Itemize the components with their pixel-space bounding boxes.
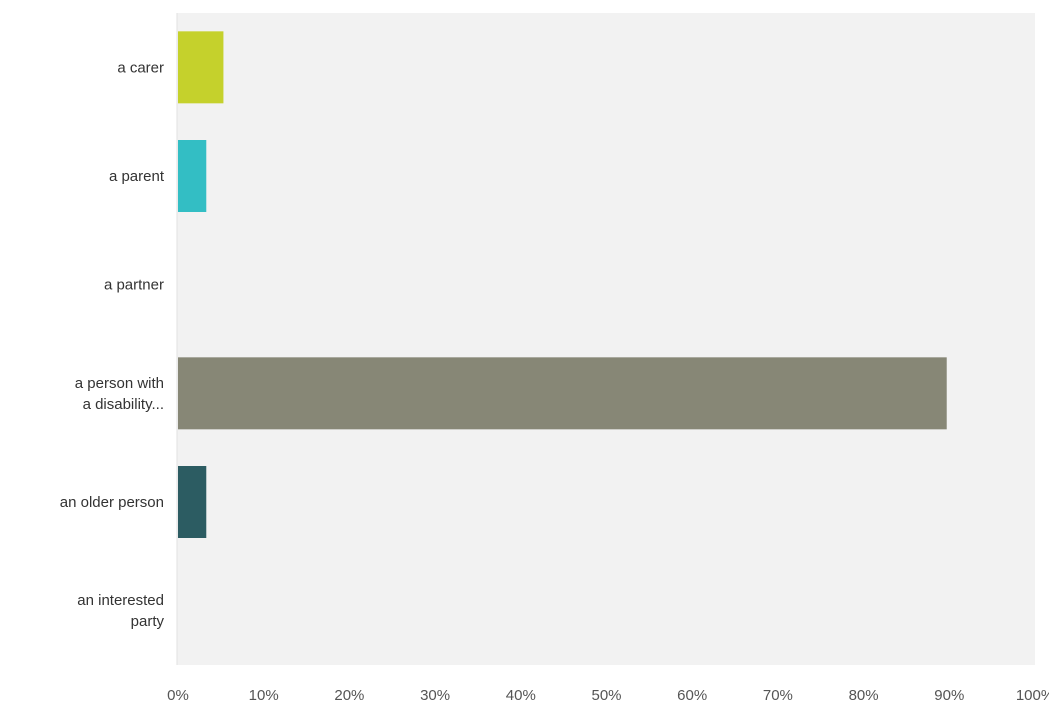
bar-5 — [178, 466, 207, 538]
bars — [178, 31, 947, 538]
bar-2 — [178, 140, 207, 212]
plot-background — [177, 13, 1035, 665]
category-label-6: an interested party — [77, 592, 164, 630]
x-tick-label-10: 100% — [1016, 687, 1049, 704]
category-label-2: a parent — [109, 168, 165, 185]
category-labels: a carer a parent a partner a person with a d… — [60, 59, 165, 630]
bar-4 — [178, 357, 947, 430]
category-label-3: a partner — [104, 277, 164, 294]
x-tick-labels: 0% 10% 20% 30% 40% 50% 60% 70% 80% 90% 100% — [167, 687, 1049, 704]
x-tick-label-0: 0% — [167, 687, 189, 704]
x-tick-label-1: 10% — [249, 687, 279, 704]
bar-1 — [178, 31, 224, 104]
x-tick-label-9: 90% — [934, 687, 964, 704]
category-label-4: a person with a disability... — [75, 375, 164, 413]
x-tick-label-4: 40% — [506, 687, 536, 704]
x-tick-label-2: 20% — [334, 687, 364, 704]
x-tick-label-3: 30% — [420, 687, 450, 704]
x-tick-label-5: 50% — [591, 687, 621, 704]
x-tick-label-8: 80% — [849, 687, 879, 704]
category-label-5: an older person — [60, 494, 164, 511]
x-tick-label-7: 70% — [763, 687, 793, 704]
x-tick-label-6: 60% — [677, 687, 707, 704]
category-label-1: a carer — [117, 59, 164, 76]
